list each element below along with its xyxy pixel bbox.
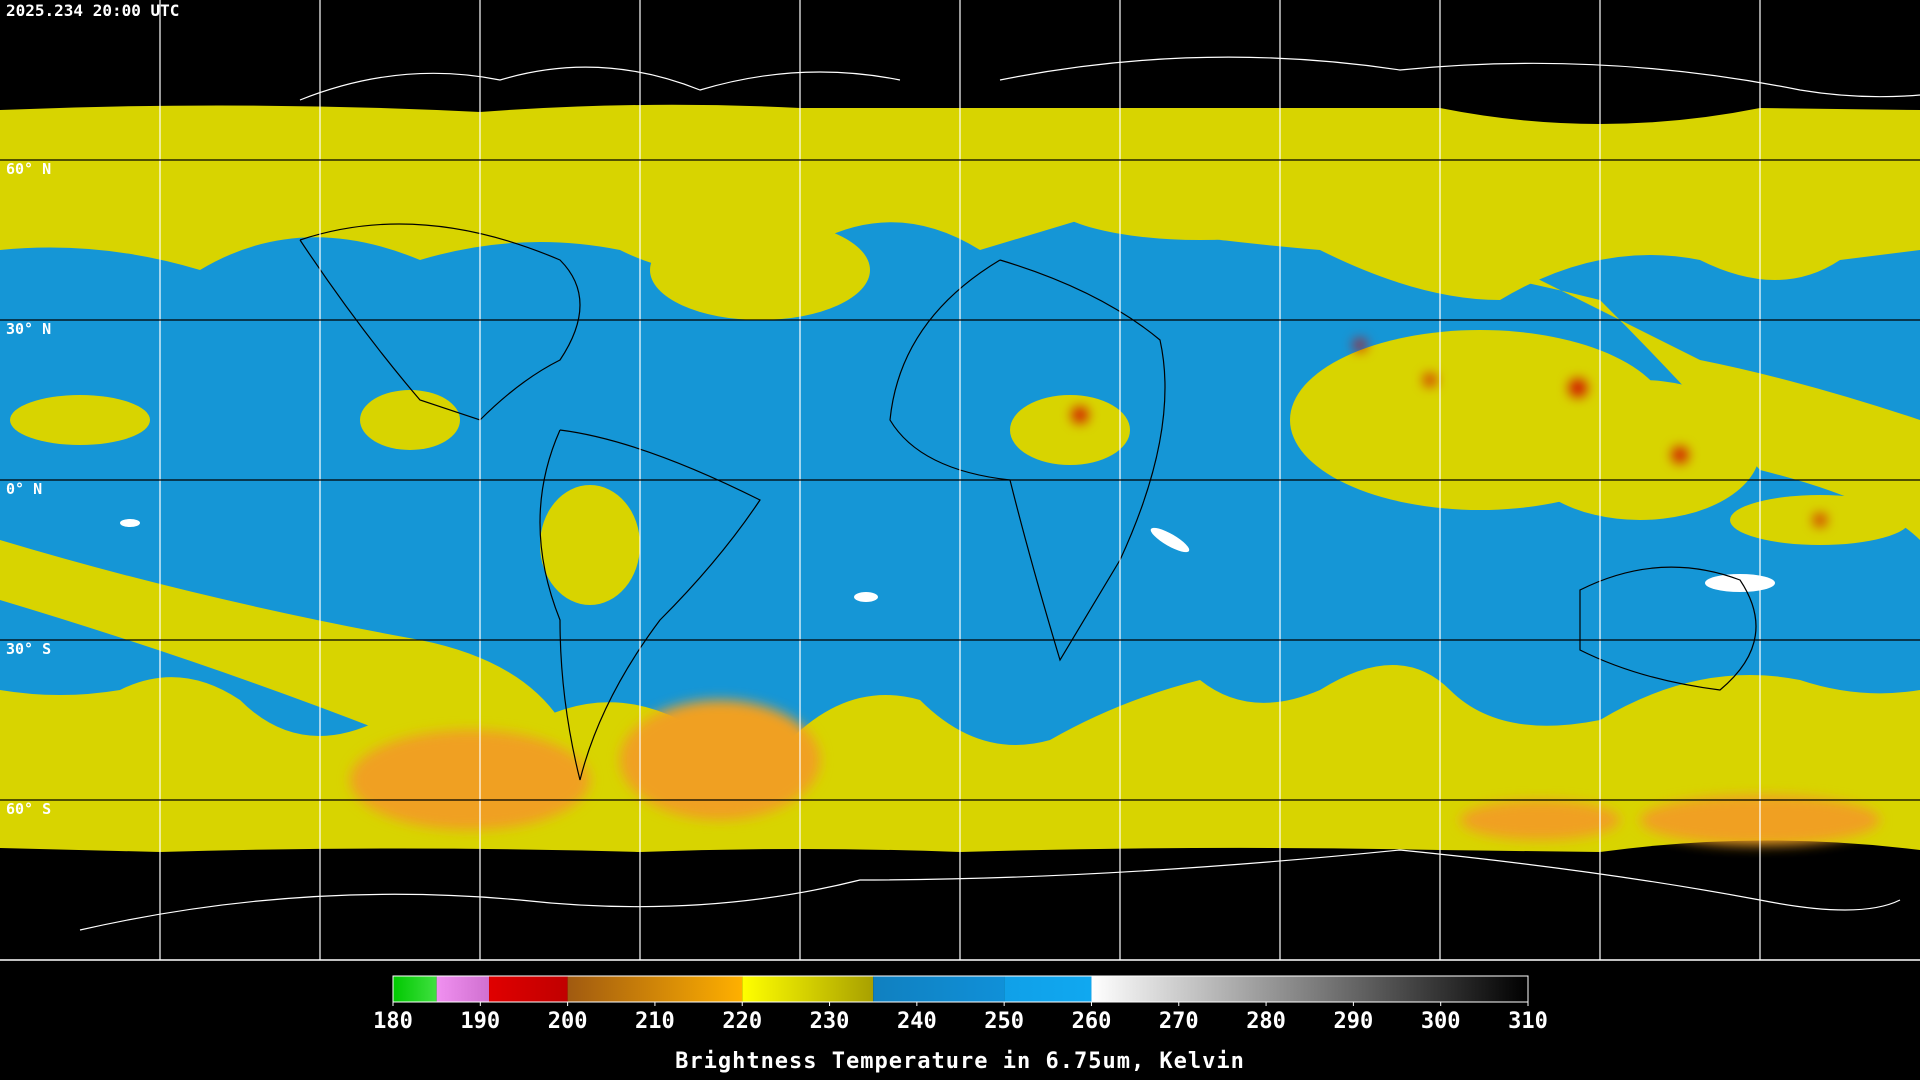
colorbar-tick-label: 190 — [460, 1009, 500, 1034]
colorbar-tick-label: 250 — [984, 1009, 1024, 1034]
colorbar-tick-label: 260 — [1072, 1009, 1112, 1034]
colorbar: 180 190 200 210 220 230 240 250 260 270 280 290 300 3… — [373, 975, 1548, 1034]
colorbar-segment — [873, 976, 1005, 1002]
moist-band — [0, 540, 560, 743]
colorbar-tick-label: 230 — [810, 1009, 850, 1034]
latitude-labels: 60° N 30° N 0° N 30° S 60° S — [6, 160, 51, 818]
colorbar-segment — [436, 976, 490, 1002]
colorbar-tick-label: 310 — [1508, 1009, 1548, 1034]
latitude-label: 30° S — [6, 640, 51, 658]
colorbar-tick-label: 210 — [635, 1009, 675, 1034]
colorbar-segment — [742, 976, 874, 1002]
colorbar-segment — [567, 976, 743, 1002]
latitude-label: 0° N — [6, 480, 42, 498]
colorbar-frame — [392, 975, 1529, 1003]
latitude-label: 30° N — [6, 320, 51, 338]
colorbar-tick-label: 290 — [1334, 1009, 1374, 1034]
colorbar-tick-label: 270 — [1159, 1009, 1199, 1034]
colorbar-segment — [1004, 976, 1092, 1002]
colorbar-tick-label: 280 — [1246, 1009, 1286, 1034]
timestamp: 2025.234 20:00 UTC — [6, 1, 179, 20]
moist-band — [1220, 230, 1920, 540]
colorbar-tick-label: 200 — [548, 1009, 588, 1034]
colorbar-segment — [1091, 976, 1528, 1002]
latitude-label: 60° N — [6, 160, 51, 178]
colorbar-tick-label: 220 — [722, 1009, 762, 1034]
colorbar-tick-label: 180 — [373, 1009, 413, 1034]
latitude-label: 60° S — [6, 800, 51, 818]
warm-spots — [120, 519, 1775, 602]
colorbar-tick-label: 300 — [1421, 1009, 1461, 1034]
colorbar-title: Brightness Temperature in 6.75um, Kelvin — [675, 1049, 1245, 1074]
colorbar-segment — [489, 976, 568, 1002]
colorbar-tick-label: 240 — [897, 1009, 937, 1034]
graticule — [0, 0, 1920, 961]
colorbar-segment — [393, 976, 437, 1002]
